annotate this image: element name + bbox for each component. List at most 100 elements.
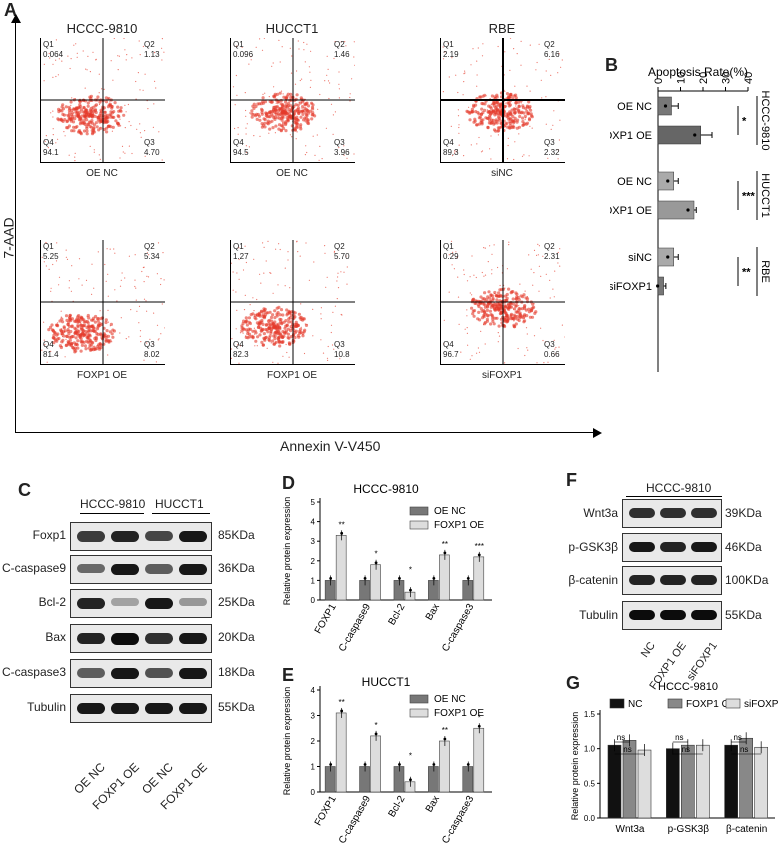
event-dot — [477, 347, 479, 349]
group-label: RBE — [759, 260, 771, 283]
event-dot — [111, 328, 115, 332]
quadrant-q2: Q2 — [144, 242, 155, 251]
event-dot — [79, 118, 83, 122]
significance-mark: * — [409, 752, 412, 761]
event-dot — [491, 253, 493, 255]
event-dot — [238, 247, 240, 249]
event-dot — [244, 320, 248, 324]
panel-g-letter: G — [566, 673, 581, 693]
event-dot — [82, 50, 84, 52]
event-dot — [253, 310, 255, 312]
data-point — [686, 208, 690, 212]
event-dot — [303, 41, 305, 44]
quadrant-q4: Q4 — [443, 138, 454, 147]
event-dot — [490, 103, 492, 105]
event-dot — [44, 344, 46, 346]
event-dot — [312, 135, 314, 137]
event-dot — [488, 114, 492, 118]
event-dot — [93, 320, 97, 324]
event-dot — [536, 254, 538, 256]
event-dot — [86, 316, 88, 318]
event-dot — [299, 127, 303, 131]
event-dot — [55, 39, 57, 41]
event-dot — [287, 259, 289, 261]
category-label: C-caspase3 — [440, 602, 476, 654]
blot-band — [111, 598, 139, 606]
event-dot — [313, 261, 315, 263]
event-dot — [264, 323, 269, 327]
event-dot — [65, 249, 67, 251]
event-dot — [310, 50, 312, 52]
event-dot — [295, 125, 299, 129]
event-dot — [242, 269, 245, 271]
event-dot — [480, 316, 485, 320]
event-dot — [479, 295, 483, 299]
event-dot — [237, 127, 239, 129]
event-dot — [272, 62, 274, 64]
event-dot — [468, 111, 470, 113]
event-dot — [102, 127, 106, 132]
event-dot — [321, 158, 323, 160]
event-dot — [273, 326, 275, 328]
event-dot — [517, 125, 521, 129]
category-label: C-caspase9 — [337, 602, 373, 654]
event-dot — [296, 122, 300, 127]
event-dot — [478, 115, 483, 119]
event-dot — [65, 119, 69, 124]
event-dot — [299, 336, 301, 338]
event-dot — [124, 152, 126, 154]
x-tick-label: 10 — [676, 72, 688, 84]
event-dot — [281, 110, 286, 114]
event-dot — [117, 109, 121, 113]
event-dot — [295, 117, 299, 122]
event-dot — [141, 270, 143, 273]
event-dot — [299, 79, 301, 82]
event-dot — [526, 347, 528, 349]
event-dot — [51, 336, 56, 340]
event-dot — [268, 115, 272, 119]
event-dot — [289, 287, 291, 289]
event-dot — [61, 338, 65, 342]
event-dot — [472, 297, 476, 301]
event-dot — [245, 133, 247, 135]
data-point — [693, 133, 697, 137]
event-dot — [538, 265, 540, 267]
event-dot — [353, 56, 355, 58]
event-dot — [107, 273, 109, 275]
event-dot — [304, 323, 306, 325]
event-dot — [44, 140, 46, 142]
event-dot — [287, 320, 291, 324]
bar — [335, 712, 347, 793]
event-dot — [258, 333, 262, 337]
event-dot — [256, 298, 258, 301]
event-dot — [271, 65, 273, 67]
event-dot — [275, 306, 279, 310]
event-dot — [261, 96, 265, 100]
event-dot — [279, 308, 284, 312]
bar — [607, 744, 622, 819]
event-dot — [557, 72, 559, 74]
bar — [462, 580, 474, 601]
blot-band — [691, 575, 717, 585]
event-dot — [254, 317, 258, 321]
event-dot — [81, 284, 83, 286]
data-point — [340, 531, 344, 535]
bar — [439, 554, 450, 601]
event-dot — [469, 276, 471, 278]
event-dot — [495, 298, 499, 302]
event-dot — [450, 240, 453, 242]
data-point — [340, 709, 344, 713]
event-dot — [507, 96, 511, 100]
event-dot — [306, 104, 311, 108]
event-dot — [77, 105, 81, 109]
category-label: β-catenin — [726, 824, 767, 835]
event-dot — [245, 109, 247, 112]
event-dot — [125, 338, 127, 340]
event-dot — [509, 69, 511, 71]
quadrant-q2-value: 1.46 — [334, 50, 350, 59]
event-dot — [332, 133, 334, 135]
event-dot — [300, 100, 304, 104]
blot-strip — [622, 566, 722, 595]
event-dot — [276, 328, 280, 332]
data-point — [409, 588, 412, 592]
